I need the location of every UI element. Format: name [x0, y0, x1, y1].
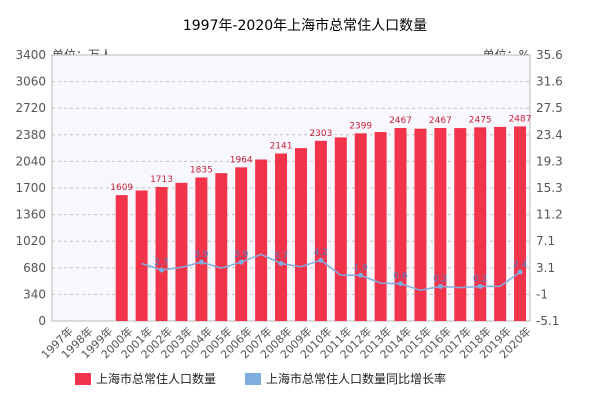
- left-axis-tick-label: 0: [38, 314, 46, 328]
- line-data-label: 2.4: [513, 260, 528, 270]
- bar-series: [115, 126, 527, 322]
- line-data-label: 0.6: [393, 272, 408, 282]
- left-axis-tick-label: 1020: [15, 234, 46, 248]
- bar-data-labels: 1609 1713 1835 1964 2141 2303 2399 2467 2467 2475…: [110, 114, 531, 193]
- bar: [155, 186, 168, 321]
- bar: [175, 182, 188, 321]
- right-axis-tick-label: 3.1: [536, 261, 555, 275]
- line-series: [141, 253, 523, 292]
- bar: [115, 195, 128, 321]
- left-axis-tick-label: 1360: [15, 208, 46, 222]
- bar: [275, 153, 288, 321]
- right-axis-tick-label: -1: [536, 287, 548, 301]
- legend: 上海市总常住人口数量 上海市总常住人口数量同比增长率: [75, 371, 446, 386]
- line-data-label: 0.2: [433, 274, 447, 284]
- left-axis-ticks: 0 340 680 1020 1360 1700 2040 2380 2720 3060 3400: [15, 48, 46, 328]
- bar-data-label: 1609: [110, 183, 133, 193]
- legend-swatch-bar: [75, 373, 91, 385]
- bar: [434, 127, 447, 321]
- bar: [374, 132, 387, 321]
- bar-data-label: 2487: [509, 114, 532, 124]
- right-axis-tick-label: 35.6: [536, 48, 563, 62]
- bar-data-label: 1835: [190, 165, 213, 175]
- right-axis-tick-label: -5.1: [536, 314, 559, 328]
- line-point: [358, 272, 364, 278]
- bar: [514, 126, 527, 321]
- line-data-labels: 2.7 3.9 3.9 3.7 4.2 1.9 0.6 0.2 0.2 2.4: [154, 248, 527, 284]
- line-data-label: 4.2: [314, 248, 328, 258]
- series-line: [141, 253, 521, 292]
- bar: [474, 127, 487, 321]
- right-axis-ticks: -5.1 -1 3.1 7.1 11.2 15.3 19.3 23.4 27.5 31.6 35.6: [536, 48, 563, 328]
- bar-data-label: 2475: [469, 115, 492, 125]
- right-axis-tick-label: 23.4: [536, 128, 563, 142]
- line-data-label: 3.9: [234, 250, 249, 260]
- bar: [394, 127, 407, 321]
- bar: [314, 140, 327, 321]
- line-point: [238, 259, 244, 265]
- line-data-label: 0.2: [473, 274, 487, 284]
- bar: [414, 128, 427, 321]
- legend-label-bar: 上海市总常住人口数量: [96, 371, 216, 386]
- chart-title: 1997年-2020年上海市总常住人口数量: [183, 17, 427, 34]
- right-axis-tick-label: 15.3: [536, 181, 563, 195]
- bar: [494, 126, 507, 322]
- line-data-label: 3.9: [194, 250, 209, 260]
- x-axis-ticks: 1997年1998年1999年2000年2001年2002年2003年2004年…: [38, 324, 534, 361]
- left-axis-tick-label: 2720: [15, 101, 46, 115]
- line-point: [477, 283, 483, 289]
- left-axis-tick-label: 2040: [15, 154, 46, 168]
- bar: [294, 148, 307, 321]
- line-point: [278, 260, 284, 266]
- bar: [454, 128, 467, 321]
- left-axis-tick-label: 2380: [15, 128, 46, 142]
- right-axis-tick-label: 27.5: [536, 101, 563, 115]
- line-point: [318, 257, 324, 263]
- line-point: [517, 269, 523, 275]
- right-axis-tick-label: 7.1: [536, 234, 555, 248]
- right-axis-tick-label: 19.3: [536, 154, 563, 168]
- line-data-label: 1.9: [354, 263, 369, 273]
- left-axis-tick-label: 340: [23, 287, 46, 301]
- left-axis-tick-label: 3400: [15, 48, 46, 62]
- gridlines: [52, 81, 530, 295]
- legend-label-line: 上海市总常住人口数量同比增长率: [266, 371, 446, 386]
- bar: [215, 173, 228, 321]
- left-axis-tick-label: 1700: [15, 181, 46, 195]
- bar-data-label: 1964: [230, 155, 253, 165]
- right-axis-tick-label: 31.6: [536, 75, 563, 89]
- legend-swatch-line: [245, 373, 261, 385]
- line-data-label: 2.7: [154, 258, 168, 268]
- bar-data-label: 2467: [389, 116, 412, 126]
- line-point: [437, 283, 443, 289]
- right-axis-tick-label: 11.2: [536, 208, 563, 222]
- bar-data-label: 2467: [429, 116, 452, 126]
- bar: [135, 190, 148, 321]
- line-point: [398, 281, 404, 287]
- left-axis-tick-label: 680: [23, 261, 46, 275]
- line-point: [198, 259, 204, 265]
- bar: [255, 159, 268, 321]
- bar-data-label: 2303: [309, 129, 332, 139]
- bar: [354, 133, 367, 321]
- bar-data-label: 1713: [150, 175, 173, 185]
- bar: [235, 167, 248, 321]
- bar: [334, 137, 347, 321]
- line-point: [159, 267, 165, 273]
- bar-data-label: 2141: [270, 141, 293, 151]
- bar: [195, 177, 208, 321]
- left-axis-tick-label: 3060: [15, 75, 46, 89]
- bar-data-label: 2399: [349, 121, 372, 131]
- line-data-label: 3.7: [274, 251, 288, 261]
